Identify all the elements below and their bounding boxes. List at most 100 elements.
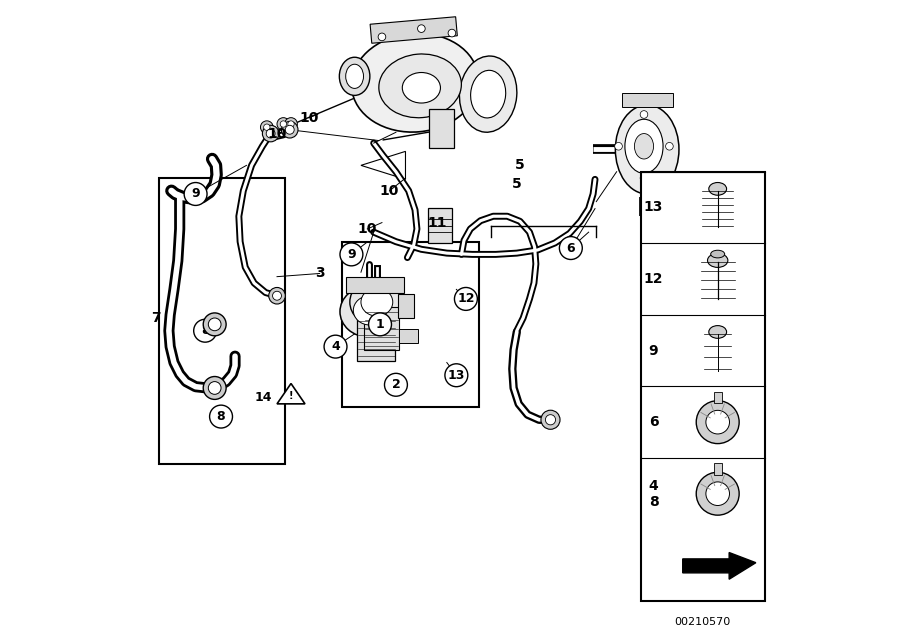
Circle shape [706,410,730,434]
Circle shape [208,382,221,394]
Bar [370,17,457,43]
Text: 1: 1 [375,318,384,331]
Ellipse shape [634,134,653,159]
Bar [398,294,414,318]
Circle shape [280,121,286,127]
Text: 6: 6 [649,415,658,429]
Circle shape [454,287,477,310]
Ellipse shape [616,105,679,194]
Circle shape [184,183,207,205]
Text: 2: 2 [392,378,400,391]
Ellipse shape [709,183,726,195]
Circle shape [615,142,623,150]
Bar [399,329,418,343]
Circle shape [203,377,226,399]
Circle shape [288,121,294,127]
Circle shape [285,125,294,134]
Bar [158,178,284,464]
Circle shape [640,174,648,182]
Bar [357,314,395,361]
Ellipse shape [711,250,724,258]
Ellipse shape [625,120,663,173]
Circle shape [269,287,285,304]
Bar [714,463,722,474]
Text: 13: 13 [447,369,465,382]
Ellipse shape [352,33,479,132]
Text: 14: 14 [255,391,272,404]
Circle shape [203,313,226,336]
Ellipse shape [379,54,462,118]
Text: 10: 10 [380,184,400,198]
Text: 10: 10 [357,222,377,236]
Bar [342,242,479,407]
Bar [622,93,672,107]
Text: 5: 5 [515,158,525,172]
Bar [641,172,765,601]
Circle shape [282,121,298,138]
Circle shape [384,373,408,396]
Text: 11: 11 [428,216,447,230]
Text: 10: 10 [299,111,319,125]
Text: 5: 5 [512,177,522,191]
Circle shape [324,335,347,358]
Circle shape [277,118,290,130]
Ellipse shape [361,288,392,316]
Circle shape [194,319,217,342]
Circle shape [545,415,555,425]
Circle shape [263,125,279,142]
Polygon shape [277,384,305,404]
Circle shape [418,25,425,32]
Ellipse shape [471,71,506,118]
Text: 8: 8 [217,410,225,423]
Bar [346,277,403,293]
Circle shape [266,129,275,138]
Text: 12: 12 [457,293,474,305]
Text: 8: 8 [201,324,210,337]
Polygon shape [683,553,756,579]
Text: 9: 9 [347,248,356,261]
Circle shape [284,118,297,130]
Circle shape [640,111,648,118]
Circle shape [210,405,232,428]
Text: 00210570: 00210570 [675,617,731,627]
Text: 10: 10 [267,127,287,141]
Ellipse shape [460,56,517,132]
Circle shape [378,33,386,41]
Ellipse shape [346,64,364,88]
Text: 12: 12 [644,272,663,286]
Circle shape [706,482,730,506]
Text: 13: 13 [644,200,663,214]
Circle shape [264,124,270,130]
Circle shape [445,364,468,387]
Bar [429,109,454,148]
Text: 3: 3 [315,266,324,280]
Ellipse shape [339,57,370,95]
Text: !: ! [289,391,293,401]
Circle shape [560,237,582,259]
Circle shape [260,121,274,134]
Text: 9: 9 [192,188,200,200]
Circle shape [369,313,392,336]
Circle shape [697,472,739,515]
Circle shape [697,401,739,444]
Text: 4
8: 4 8 [649,479,659,509]
Ellipse shape [709,326,726,338]
Circle shape [208,318,221,331]
Bar [428,208,452,243]
Text: 4: 4 [331,340,340,353]
Ellipse shape [402,73,440,103]
Text: 7: 7 [151,311,161,325]
Circle shape [273,291,282,300]
Ellipse shape [707,253,728,267]
Circle shape [541,410,560,429]
Bar [364,307,399,350]
Ellipse shape [354,296,386,325]
Ellipse shape [340,286,397,337]
Text: 9: 9 [649,343,658,357]
Text: 6: 6 [566,242,575,254]
Circle shape [340,243,363,266]
Bar [714,392,722,403]
Circle shape [448,29,455,37]
Ellipse shape [350,278,404,326]
Circle shape [666,142,673,150]
